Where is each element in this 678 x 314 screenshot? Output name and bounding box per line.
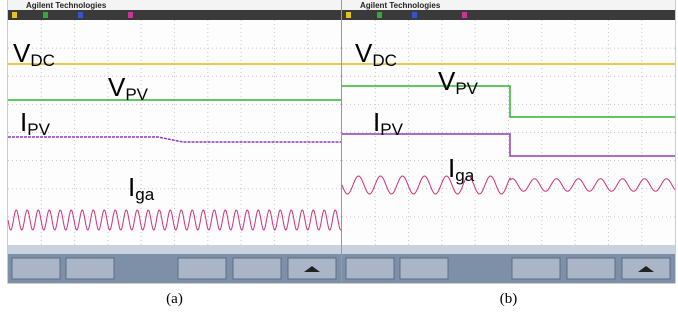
brand: Agilent Technologies [360, 1, 441, 10]
softkey [512, 258, 560, 279]
trace-label-main: I [448, 153, 455, 183]
trace-label-sub: PV [455, 79, 478, 98]
channel-bar [8, 10, 341, 20]
channel-chip [128, 12, 133, 18]
trace-label-main: V [438, 66, 456, 96]
brand: Agilent Technologies [26, 1, 107, 10]
trace-label-sub: DC [30, 51, 55, 70]
trace-label-sub: ga [455, 166, 474, 185]
trace-label-main: I [20, 107, 27, 137]
trace-label-main: I [128, 172, 135, 202]
channel-bar [342, 10, 675, 20]
caption: (a) [166, 291, 183, 307]
status-bar [8, 245, 341, 254]
channel-chip [12, 12, 17, 18]
trace-label-main: V [108, 72, 126, 102]
softkey [12, 258, 60, 279]
trace-label-sub: PV [125, 85, 148, 104]
trace-label-sub: ga [135, 185, 154, 204]
channel-chip [78, 12, 83, 18]
trace-label-main: V [13, 38, 31, 68]
figure: Agilent TechnologiesVDCVPVIPVIga(a)Agile… [0, 0, 678, 314]
softkey [346, 258, 394, 279]
softkey [66, 258, 114, 279]
softkey [233, 258, 281, 279]
softkey [178, 258, 226, 279]
channel-chip [412, 12, 417, 18]
trace-label-sub: DC [372, 51, 397, 70]
softkey [567, 258, 615, 279]
channel-chip [462, 12, 467, 18]
trace-label-sub: PV [380, 120, 403, 139]
trace-label-main: I [373, 107, 380, 137]
trace-label-main: V [355, 38, 373, 68]
status-bar [342, 245, 675, 254]
channel-chip [43, 12, 48, 18]
softkey [400, 258, 448, 279]
caption: (b) [500, 291, 518, 307]
channel-chip [346, 12, 351, 18]
channel-chip [377, 12, 382, 18]
trace-label-sub: PV [27, 120, 50, 139]
